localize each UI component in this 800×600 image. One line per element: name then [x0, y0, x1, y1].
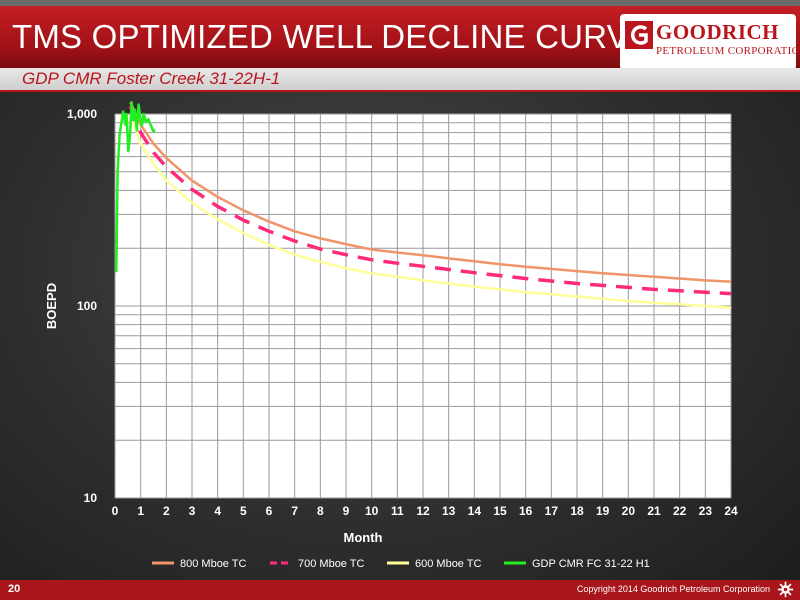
x-tick-label: 5	[240, 504, 247, 518]
slide-subtitle: GDP CMR Foster Creek 31-22H-1	[22, 69, 281, 88]
legend-label: 700 Mboe TC	[298, 558, 365, 570]
x-tick-label: 15	[493, 504, 507, 518]
decline-curve-chart: 0 1 2 3 4 5 6 7 8 9 10 11 12 13 14 15 16 17 18 19 20 21 22 23 24…	[0, 92, 800, 580]
x-tick-label: 6	[266, 504, 273, 518]
x-axis-title: Month	[344, 530, 383, 545]
x-tick-label: 9	[343, 504, 350, 518]
x-tick-label: 4	[214, 504, 221, 518]
series-line	[128, 105, 732, 296]
gear-icon	[777, 581, 794, 598]
legend-label: 600 Mboe TC	[415, 558, 482, 570]
x-tick-label: 23	[699, 504, 713, 518]
copyright-text: Copyright 2014 Goodrich Petroleum Corpor…	[576, 584, 770, 594]
goodrich-g-logo-icon	[625, 21, 653, 49]
y-axis-title: BOEPD	[44, 283, 59, 329]
x-tick-label: 22	[673, 504, 687, 518]
x-tick-label: 8	[317, 504, 324, 518]
subtitle-bar: GDP CMR Foster Creek 31-22H-1	[0, 68, 800, 92]
x-tick-label: 1	[137, 504, 144, 518]
top-strip	[0, 0, 800, 6]
x-tick-label: 10	[365, 504, 379, 518]
logo-subtitle: PETROLEUM CORPORATION	[656, 45, 800, 57]
footer-bar: 20 Copyright 2014 Goodrich Petroleum Cor…	[0, 580, 800, 600]
company-logo: GOODRICH PETROLEUM CORPORATION	[620, 14, 800, 70]
y-tick-label: 1,000	[67, 107, 97, 121]
x-tick-label: 7	[291, 504, 298, 518]
x-tick-label: 12	[416, 504, 430, 518]
legend-label: GDP CMR FC 31-22 H1	[532, 558, 650, 570]
x-tick-label: 17	[545, 504, 559, 518]
x-tick-label: 24	[724, 504, 738, 518]
series-line	[115, 101, 156, 273]
x-tick-label: 3	[189, 504, 196, 518]
x-tick-label: 2	[163, 504, 170, 518]
series-line	[129, 101, 732, 283]
x-tick-label: 11	[391, 504, 404, 518]
x-tick-label: 20	[622, 504, 636, 518]
x-tick-label: 14	[468, 504, 482, 518]
y-tick-label: 100	[77, 299, 97, 313]
y-tick-label: 10	[84, 491, 98, 505]
chart-svg: 0 1 2 3 4 5 6 7 8 9 10 11 12 13 14 15 16 17 18 19 20 21 22 23 24…	[44, 101, 738, 570]
series-line	[129, 113, 732, 309]
logo-name: GOODRICH	[656, 20, 780, 44]
x-tick-label: 13	[442, 504, 456, 518]
x-tick-label: 19	[596, 504, 610, 518]
slide-title: TMS OPTIMIZED WELL DECLINE CURVE	[12, 18, 651, 55]
x-tick-label: 21	[647, 504, 661, 518]
page-number: 20	[8, 583, 21, 595]
legend-label: 800 Mboe TC	[180, 558, 247, 570]
title-bar: TMS OPTIMIZED WELL DECLINE CURVE GOODRIC…	[0, 6, 800, 70]
x-tick-label: 16	[519, 504, 533, 518]
x-tick-label: 18	[570, 504, 584, 518]
x-tick-label: 0	[112, 504, 119, 518]
